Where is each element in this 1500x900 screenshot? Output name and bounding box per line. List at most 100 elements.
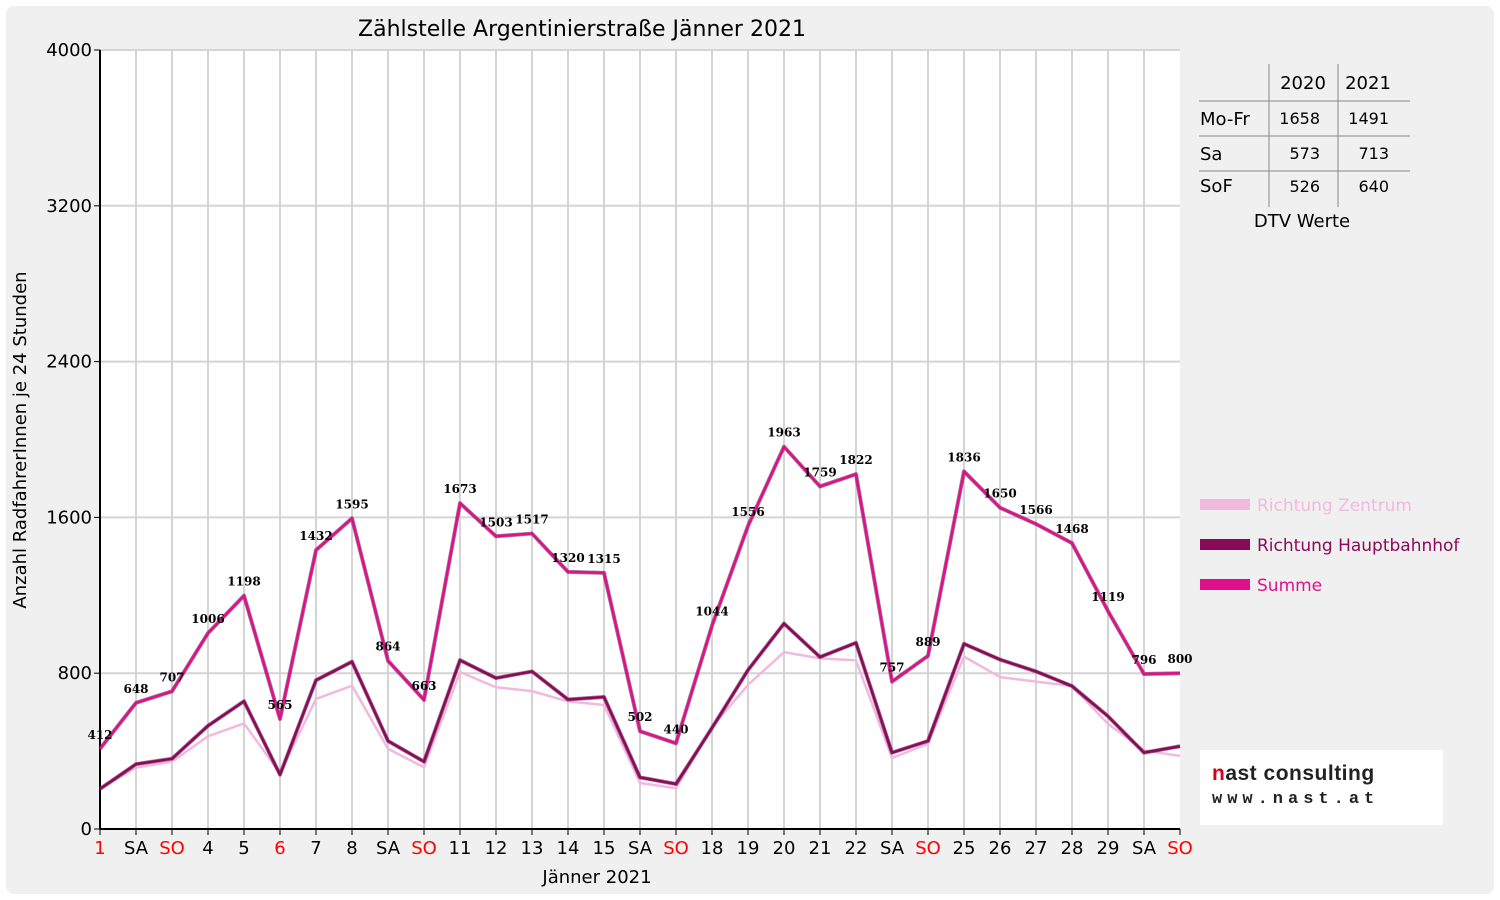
x-tick-label: SA	[376, 838, 401, 859]
data-label: 502	[627, 710, 652, 724]
dtv-cell: 526	[1289, 177, 1320, 196]
data-label: 1006	[191, 612, 224, 626]
x-tick-label: 12	[485, 838, 508, 859]
x-tick-label: SO	[1167, 838, 1193, 859]
y-tick-label: 0	[81, 819, 92, 840]
x-tick-label: 8	[346, 838, 357, 859]
data-label: 1556	[731, 505, 764, 519]
data-label: 648	[123, 682, 148, 696]
data-label: 1320	[551, 551, 584, 565]
legend-label-hauptbahnhof: Richtung Hauptbahnhof	[1257, 536, 1460, 556]
dtv-row-label: Sa	[1200, 144, 1222, 165]
x-tick-label: 14	[557, 838, 580, 859]
dtv-title: DTV Werte	[1254, 211, 1350, 232]
x-tick-label: SO	[411, 838, 437, 859]
x-tick-label: SA	[628, 838, 653, 859]
dtv-cell: 1658	[1279, 109, 1320, 128]
x-tick-label: 4	[202, 838, 213, 859]
x-tick-label: 20	[773, 838, 796, 859]
legend-swatch-hauptbahnhof	[1200, 539, 1250, 550]
x-tick-label: 25	[953, 838, 976, 859]
x-tick-label: 13	[521, 838, 544, 859]
data-label: 1044	[695, 605, 728, 619]
y-tick-label: 3200	[46, 196, 92, 217]
x-tick-label: 19	[737, 838, 760, 859]
y-tick-label: 2400	[46, 352, 92, 373]
data-label: 796	[1131, 653, 1156, 667]
x-tick-label: SO	[915, 838, 941, 859]
data-label: 1822	[839, 453, 872, 467]
data-label: 1503	[479, 515, 512, 529]
x-tick-label: 29	[1097, 838, 1120, 859]
data-label: 1566	[1019, 503, 1052, 517]
dtv-cell: 1491	[1348, 109, 1389, 128]
dtv-cell: 573	[1289, 144, 1320, 163]
y-axis-label: Anzahl RadfahrerInnen je 24 Stunden	[10, 271, 31, 608]
x-tick-label: SA	[880, 838, 905, 859]
dtv-row-label: Mo-Fr	[1200, 109, 1250, 130]
x-axis-label: Jänner 2021	[541, 867, 651, 888]
x-axis: 1 SA SO 4 5 6 7 8 SA SO 11 12 13 14 15 SA SO 18 19 20 21 22 SA…	[94, 828, 1193, 859]
data-label: 1517	[515, 513, 548, 527]
data-label: 663	[411, 679, 436, 693]
data-label: 1673	[443, 482, 476, 496]
x-tick-label: 27	[1025, 838, 1048, 859]
y-tick-label: 4000	[46, 40, 92, 61]
x-tick-label: 26	[989, 838, 1012, 859]
x-tick-label: 28	[1061, 838, 1084, 859]
data-label: 889	[915, 635, 940, 649]
x-tick-label: 6	[274, 838, 285, 859]
data-label: 1836	[947, 450, 980, 464]
x-tick-label: 1	[94, 838, 105, 859]
data-label: 864	[375, 640, 400, 654]
data-label: 1468	[1055, 522, 1088, 536]
x-tick-label: 7	[310, 838, 321, 859]
data-label: 1119	[1091, 590, 1124, 604]
dtv-col-2020: 2020	[1280, 73, 1326, 94]
x-tick-label: 22	[845, 838, 868, 859]
data-label: 440	[663, 722, 688, 736]
x-tick-label: SO	[159, 838, 185, 859]
data-label: 757	[879, 661, 904, 675]
legend-swatch-zentrum	[1200, 499, 1250, 510]
x-tick-label: SO	[663, 838, 689, 859]
logo-name-prefix: n	[1212, 762, 1226, 785]
data-label: 412	[87, 728, 112, 742]
logo-name-rest: ast consulting	[1225, 762, 1375, 785]
y-axis: 0 800 1600 2400 3200 4000	[46, 40, 101, 840]
legend-label-summe: Summe	[1257, 576, 1322, 596]
data-label: 565	[267, 698, 292, 712]
dtv-cell: 640	[1358, 177, 1389, 196]
chart-title: Zählstelle Argentinierstraße Jänner 2021	[358, 17, 806, 42]
x-tick-label: 5	[238, 838, 249, 859]
dtv-col-2021: 2021	[1345, 73, 1391, 94]
data-labels: 412 648 707 1006 1198 565 1432 1595 864 663 1673 15…	[87, 426, 1192, 742]
series-lines	[98, 444, 1181, 791]
series-line	[99, 445, 1181, 750]
legend-swatch-summe	[1200, 579, 1250, 590]
x-tick-label: 11	[449, 838, 472, 859]
logo-url: www.nast.at	[1212, 790, 1380, 809]
y-tick-label: 1600	[46, 507, 92, 528]
data-label: 1198	[227, 575, 260, 589]
data-label: 1595	[335, 497, 368, 511]
data-label: 707	[159, 670, 184, 684]
legend-label-zentrum: Richtung Zentrum	[1257, 496, 1412, 516]
x-tick-label: 18	[701, 838, 724, 859]
data-label: 1650	[983, 487, 1016, 501]
data-label: 1432	[299, 529, 332, 543]
data-label: 1315	[587, 552, 620, 566]
data-label: 1963	[767, 426, 800, 440]
dtv-cell: 713	[1358, 144, 1389, 163]
x-tick-label: 15	[593, 838, 616, 859]
x-tick-label: SA	[124, 838, 149, 859]
series-line	[99, 622, 1181, 790]
data-label: 800	[1167, 652, 1192, 666]
dtv-table: 2020 2021 Mo-Fr 1658 1491 Sa 573 713 SoF…	[1199, 64, 1410, 232]
company-logo: nast consulting www.nast.at	[1200, 750, 1443, 825]
logo-name: nast consulting	[1212, 762, 1375, 786]
data-label: 1759	[803, 465, 836, 479]
x-tick-label: SA	[1132, 838, 1157, 859]
y-tick-label: 800	[58, 663, 92, 684]
